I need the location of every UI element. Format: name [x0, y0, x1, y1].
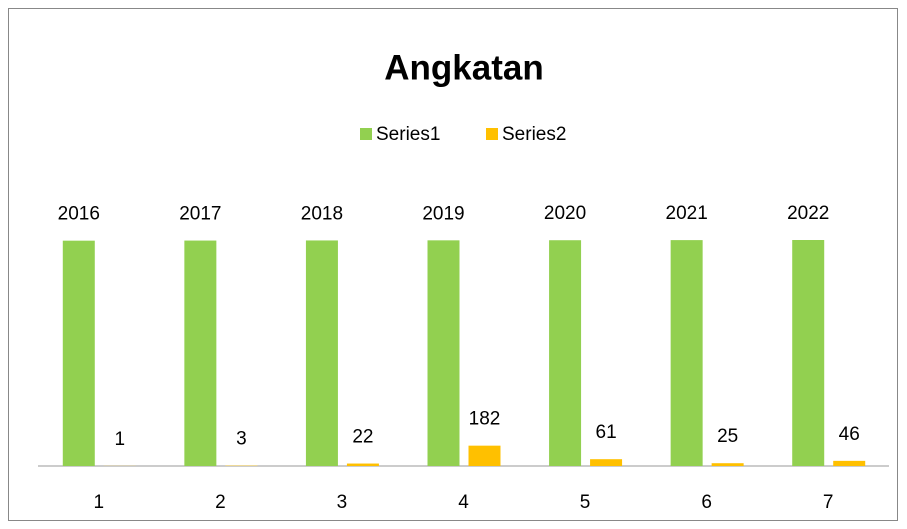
data-label: 2020	[544, 203, 586, 224]
x-tick-label: 3	[337, 492, 348, 513]
legend-label: Series2	[502, 124, 566, 145]
legend-swatch	[486, 128, 498, 140]
bar	[833, 460, 866, 466]
legend-label: Series1	[376, 124, 440, 145]
x-tick-label: 4	[458, 492, 469, 513]
bar	[670, 240, 703, 466]
chart-title: Angkatan	[384, 48, 543, 87]
x-tick-label: 5	[580, 492, 591, 513]
data-label: 61	[596, 422, 617, 443]
bar	[549, 240, 582, 466]
data-label: 1	[114, 429, 125, 450]
bar	[711, 463, 744, 466]
data-label: 2017	[179, 204, 221, 225]
x-tick-label: 2	[215, 492, 226, 513]
bar	[792, 240, 825, 466]
data-label: 2021	[666, 203, 708, 224]
bar	[346, 463, 379, 466]
bar	[305, 240, 338, 466]
data-label: 3	[236, 429, 247, 450]
bar	[590, 459, 623, 466]
x-tick-label: 1	[93, 492, 104, 513]
bar	[468, 445, 501, 466]
bar	[184, 240, 217, 466]
x-tick-label: 6	[701, 492, 712, 513]
legend-swatch	[360, 128, 372, 140]
bar	[62, 240, 95, 466]
bar	[427, 240, 460, 466]
data-label: 2022	[787, 203, 829, 224]
data-label: 2016	[58, 204, 100, 225]
data-label: 2018	[301, 203, 343, 224]
data-label: 46	[839, 424, 860, 445]
data-label: 22	[352, 427, 373, 448]
data-label: 25	[717, 426, 738, 447]
data-label: 182	[469, 409, 501, 430]
data-label: 2019	[422, 203, 464, 224]
x-tick-label: 7	[823, 492, 834, 513]
